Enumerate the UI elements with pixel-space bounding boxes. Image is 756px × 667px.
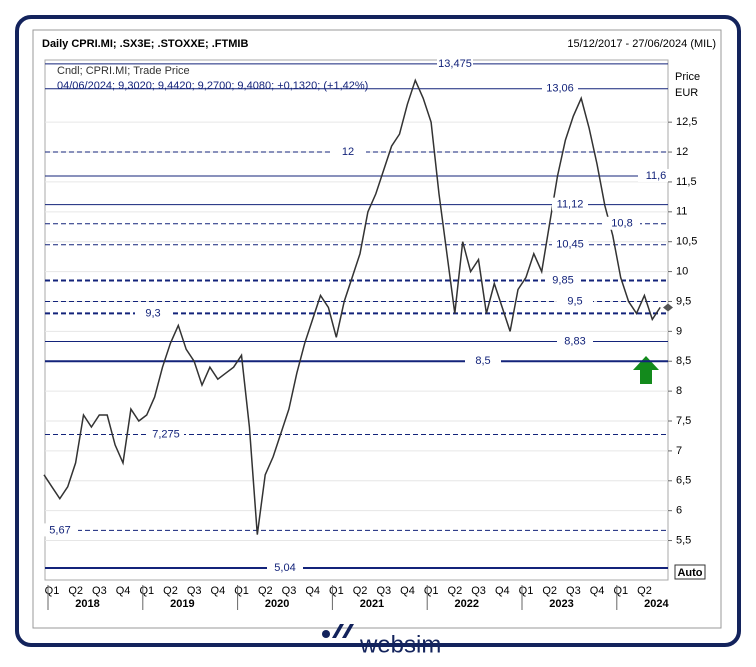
logo-mark [332, 624, 354, 638]
logo: websim [322, 624, 441, 658]
legend-line: Cndl; CPRI.MI; Trade Price [57, 65, 190, 77]
level-label: 12 [342, 146, 354, 158]
y-tick-label: 9,5 [676, 295, 691, 307]
x-tick-label: Q4 [590, 585, 605, 597]
y-tick-label: 8 [676, 385, 682, 397]
y-tick-label: 12,5 [676, 116, 697, 128]
y-axis-title: EUR [675, 87, 698, 99]
x-tick-label: Q3 [187, 585, 202, 597]
x-tick-label: Q3 [282, 585, 297, 597]
price-line [43, 78, 661, 535]
year-label: 2024 [644, 598, 669, 610]
y-tick-label: 9 [676, 325, 682, 337]
x-tick-label: Q4 [211, 585, 226, 597]
level-label-bg [552, 237, 588, 251]
x-tick-label: Q1 [519, 585, 534, 597]
level-label: 13,06 [546, 83, 574, 95]
date-range: 15/12/2017 - 27/06/2024 (MIL) [567, 38, 716, 50]
last-price-marker [663, 303, 673, 312]
level-label: 10,8 [611, 218, 632, 230]
level-label: 8,83 [564, 335, 585, 347]
level-label-bg [557, 294, 593, 308]
x-tick-label: Q1 [234, 585, 249, 597]
year-label: 2021 [360, 598, 384, 610]
y-tick-label: 11 [676, 206, 687, 218]
level-label: 9,3 [145, 307, 160, 319]
level-label-bg [542, 81, 578, 95]
level-label-bg [437, 56, 473, 70]
year-label: 2023 [549, 598, 573, 610]
x-tick-label: Q4 [305, 585, 320, 597]
x-tick-label: Q3 [376, 585, 391, 597]
x-tick-label: Q1 [424, 585, 439, 597]
level-label: 9,85 [552, 274, 573, 286]
x-tick-label: Q4 [400, 585, 415, 597]
y-tick-label: 7 [676, 445, 682, 457]
x-tick-label: Q2 [163, 585, 178, 597]
x-tick-label: Q2 [637, 585, 652, 597]
x-tick-label: Q2 [448, 585, 463, 597]
x-tick-label: Q3 [566, 585, 581, 597]
level-label: 13,475 [438, 58, 472, 70]
level-label-bg [552, 197, 588, 211]
year-label: 2019 [170, 598, 194, 610]
x-tick-label: Q4 [116, 585, 131, 597]
x-tick-label: Q2 [542, 585, 557, 597]
x-tick-label: Q1 [45, 585, 60, 597]
level-label-bg [42, 523, 78, 537]
level-label: 7,275 [152, 428, 180, 440]
level-label: 5,04 [274, 562, 295, 574]
level-label-bg [330, 145, 366, 159]
y-tick-label: 12 [676, 146, 688, 158]
level-label: 11,6 [646, 170, 667, 182]
x-tick-label: Q3 [92, 585, 107, 597]
level-label: 11,12 [557, 199, 584, 211]
year-label: 2022 [455, 598, 479, 610]
y-tick-label: 11,5 [676, 176, 697, 188]
x-tick-label: Q2 [68, 585, 83, 597]
y-axis-title: Price [675, 71, 700, 83]
y-tick-label: 5,5 [676, 534, 691, 546]
level-label-bg [545, 273, 581, 287]
x-tick-label: Q4 [495, 585, 510, 597]
level-label: 10,45 [556, 239, 584, 251]
level-label-bg [267, 561, 303, 575]
level-label-bg [148, 427, 184, 441]
legend-line: 04/06/2024; 9,3020; 9,4420; 9,2700; 9,40… [57, 80, 368, 92]
y-tick-label: 7,5 [676, 415, 691, 427]
level-label-bg [604, 216, 640, 230]
x-tick-label: Q2 [353, 585, 368, 597]
level-label-bg [465, 354, 501, 368]
auto-label[interactable]: Auto [677, 567, 702, 579]
plot-layer: 13,475 13,06 12 11,6 11,12 10,8 10,45 9,85 9,5 9,… [42, 56, 674, 575]
level-label: 9,5 [567, 295, 582, 307]
logo-dot [322, 630, 330, 638]
year-label: 2018 [75, 598, 99, 610]
y-tick-label: 6,5 [676, 475, 691, 487]
auto-button[interactable] [674, 564, 706, 580]
brand: websim [359, 631, 441, 658]
signal-arrow [633, 356, 659, 384]
x-tick-label: Q2 [258, 585, 273, 597]
plot-area [44, 59, 669, 581]
y-tick-label: 10 [676, 265, 688, 277]
x-tick-label: Q3 [471, 585, 486, 597]
level-label-bg [557, 334, 593, 348]
y-tick-label: 6 [676, 505, 682, 517]
chart-title: Daily CPRI.MI; .SX3E; .STOXXE; .FTMIB [42, 38, 248, 50]
level-label: 8,5 [475, 355, 490, 367]
y-tick-label: 10,5 [676, 236, 697, 248]
y-tick-label: 8,5 [676, 355, 691, 367]
level-label: 5,67 [49, 524, 70, 536]
level-label-bg [135, 306, 171, 320]
year-label: 2020 [265, 598, 289, 610]
x-tick-label: Q1 [613, 585, 628, 597]
level-label-bg [638, 168, 674, 182]
x-tick-label: Q1 [329, 585, 344, 597]
x-tick-label: Q1 [139, 585, 154, 597]
